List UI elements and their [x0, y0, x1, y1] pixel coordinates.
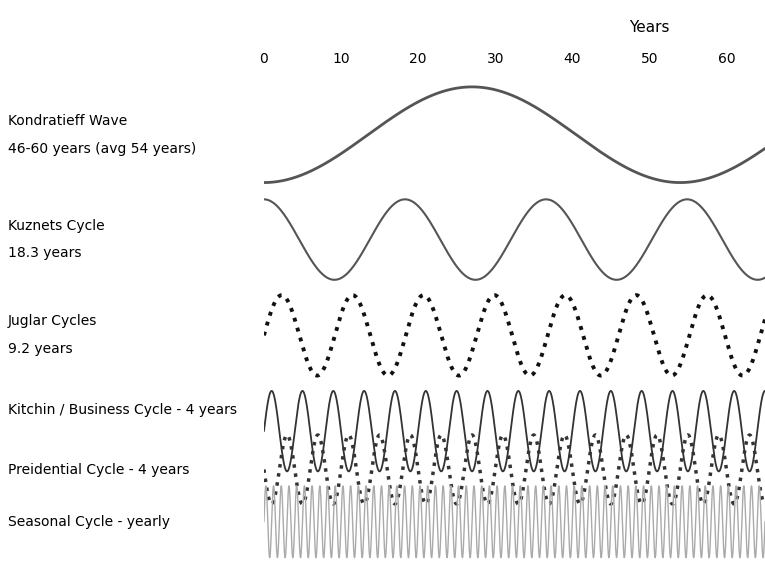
Text: Kitchin / Business Cycle - 4 years: Kitchin / Business Cycle - 4 years — [8, 403, 236, 417]
Text: 10: 10 — [332, 52, 350, 66]
FancyBboxPatch shape — [0, 0, 264, 576]
Text: Kondratieff Wave: Kondratieff Wave — [8, 114, 127, 128]
Text: 0: 0 — [259, 52, 269, 66]
Text: 50: 50 — [640, 52, 658, 66]
Text: Kuznets Cycle: Kuznets Cycle — [8, 219, 104, 233]
Text: 60: 60 — [718, 52, 735, 66]
Text: 40: 40 — [564, 52, 581, 66]
Text: 9.2 years: 9.2 years — [8, 342, 72, 357]
Text: 30: 30 — [487, 52, 504, 66]
Text: 20: 20 — [409, 52, 427, 66]
Text: Juglar Cycles: Juglar Cycles — [8, 314, 97, 328]
Text: 18.3 years: 18.3 years — [8, 247, 81, 260]
Text: Years: Years — [629, 20, 669, 35]
Text: Seasonal Cycle - yearly: Seasonal Cycle - yearly — [8, 515, 170, 529]
Text: Preidential Cycle - 4 years: Preidential Cycle - 4 years — [8, 463, 189, 476]
Text: 46-60 years (avg 54 years): 46-60 years (avg 54 years) — [8, 142, 196, 156]
